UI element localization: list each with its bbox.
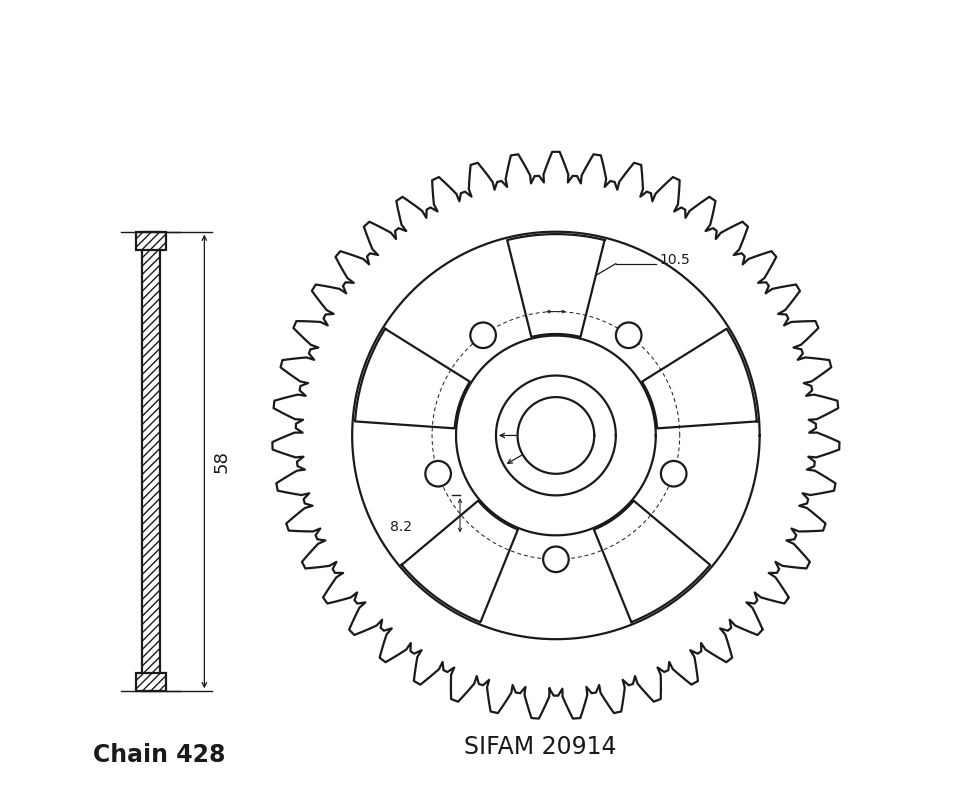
Circle shape <box>616 323 641 348</box>
Polygon shape <box>642 328 756 428</box>
Text: Chain 428: Chain 428 <box>92 743 225 767</box>
Polygon shape <box>507 234 605 337</box>
Circle shape <box>660 461 686 487</box>
Text: 58: 58 <box>213 450 231 473</box>
Text: 90: 90 <box>523 422 548 441</box>
Bar <box>135 673 166 691</box>
Text: 10.5: 10.5 <box>660 252 690 267</box>
Bar <box>142 232 159 691</box>
Circle shape <box>425 461 451 487</box>
Bar <box>135 232 166 250</box>
Text: SIFAM 20914: SIFAM 20914 <box>464 735 616 759</box>
Polygon shape <box>517 397 594 474</box>
Bar <box>135 673 166 691</box>
Text: 8.2: 8.2 <box>390 520 412 535</box>
Circle shape <box>543 547 568 572</box>
Circle shape <box>470 323 496 348</box>
Polygon shape <box>401 501 517 622</box>
Polygon shape <box>594 501 710 622</box>
Polygon shape <box>355 328 469 428</box>
Bar <box>135 232 166 250</box>
Bar <box>142 232 159 691</box>
